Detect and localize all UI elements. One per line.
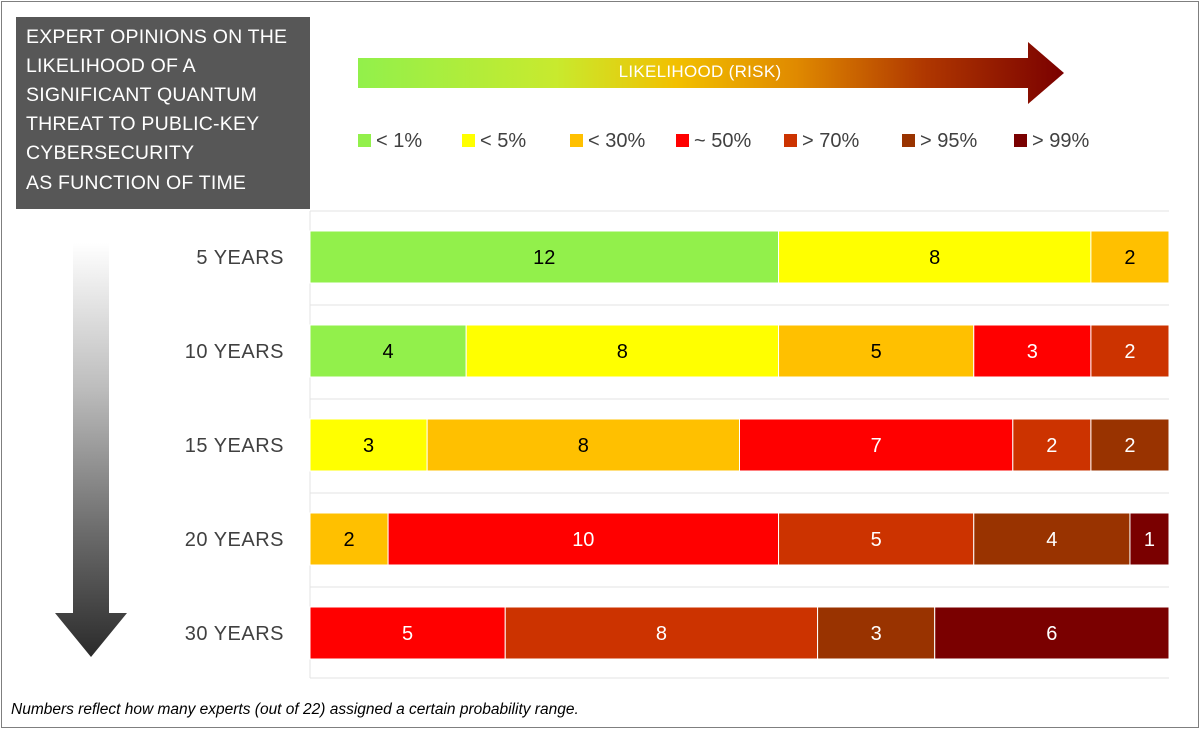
chart-title-box: EXPERT OPINIONS ON THE LIKELIHOOD OF A S… — [16, 17, 310, 209]
data-label: 3 — [1027, 341, 1038, 363]
chart-title-line: AS FUNCTION OF TIME — [26, 172, 247, 194]
chart-title-line: THREAT TO PUBLIC-KEY — [26, 113, 260, 135]
legend-label: > 99% — [1032, 130, 1090, 152]
bar-segment — [309, 324, 467, 378]
data-label: 5 — [871, 529, 882, 551]
category-label: 20 YEARS — [185, 529, 284, 551]
chart-title-line: EXPERT OPINIONS ON THE — [26, 26, 288, 48]
data-label: 8 — [929, 247, 940, 269]
data-label: 8 — [656, 623, 667, 645]
bar-segment — [739, 418, 1014, 472]
bar-segment — [387, 512, 780, 566]
data-label: 5 — [402, 623, 413, 645]
data-label: 1 — [1144, 529, 1155, 551]
data-label: 10 — [572, 529, 594, 551]
data-label: 12 — [533, 247, 555, 269]
data-label: 2 — [1124, 435, 1135, 457]
category-label: 30 YEARS — [185, 623, 284, 645]
data-label: 2 — [1124, 341, 1135, 363]
legend-label: > 70% — [802, 130, 860, 152]
legend-swatch — [358, 134, 371, 147]
bar-segment — [1090, 418, 1170, 472]
bar-segment — [778, 324, 975, 378]
category-label: 5 YEARS — [196, 247, 284, 269]
bar-segment — [973, 512, 1131, 566]
risk-gradient-arrow — [358, 42, 1064, 104]
bar-segment — [309, 512, 389, 566]
bar-segment — [1090, 324, 1170, 378]
bar-segment — [778, 230, 1092, 284]
bar-segment — [1012, 418, 1092, 472]
data-label: 8 — [617, 341, 628, 363]
bar-segment — [309, 418, 428, 472]
data-label: 5 — [871, 341, 882, 363]
bar-segment — [1090, 230, 1170, 284]
footnote: Numbers reflect how many experts (out of… — [11, 701, 579, 718]
bar-segment — [309, 606, 506, 660]
data-label: 8 — [578, 435, 589, 457]
data-label: 7 — [871, 435, 882, 457]
legend-label: < 5% — [480, 130, 527, 152]
bar-segment — [309, 230, 780, 284]
chart-title-line: CYBERSECURITY — [26, 142, 195, 164]
risk-axis-label: LIKELIHOOD (RISK) — [618, 62, 782, 81]
legend-swatch — [462, 134, 475, 147]
bar-segment — [465, 324, 780, 378]
bar-segment — [778, 512, 975, 566]
data-label: 4 — [1046, 529, 1057, 551]
data-label: 2 — [343, 529, 354, 551]
data-label: 3 — [871, 623, 882, 645]
bar-segment — [426, 418, 740, 472]
data-label: 2 — [1124, 247, 1135, 269]
legend-swatch — [784, 134, 797, 147]
data-label: 6 — [1046, 623, 1057, 645]
bar-segment — [973, 324, 1092, 378]
chart-title-line: SIGNIFICANT QUANTUM — [26, 84, 257, 106]
time-gradient-arrow — [55, 243, 127, 657]
legend-swatch — [676, 134, 689, 147]
category-label: 10 YEARS — [185, 341, 284, 363]
data-label: 4 — [383, 341, 394, 363]
legend-swatch — [902, 134, 915, 147]
data-label: 2 — [1046, 435, 1057, 457]
legend-label: > 95% — [920, 130, 978, 152]
legend-label: ~ 50% — [694, 130, 752, 152]
bar-segment — [817, 606, 936, 660]
bar-segment — [934, 606, 1170, 660]
legend-label: < 30% — [588, 130, 646, 152]
bar-segment — [504, 606, 819, 660]
legend-swatch — [570, 134, 583, 147]
legend-label: < 1% — [376, 130, 423, 152]
legend-swatch — [1014, 134, 1027, 147]
bar-segment — [1129, 512, 1170, 566]
chart-title-line: LIKELIHOOD OF A — [26, 55, 196, 77]
data-label: 3 — [363, 435, 374, 457]
category-label: 15 YEARS — [185, 435, 284, 457]
